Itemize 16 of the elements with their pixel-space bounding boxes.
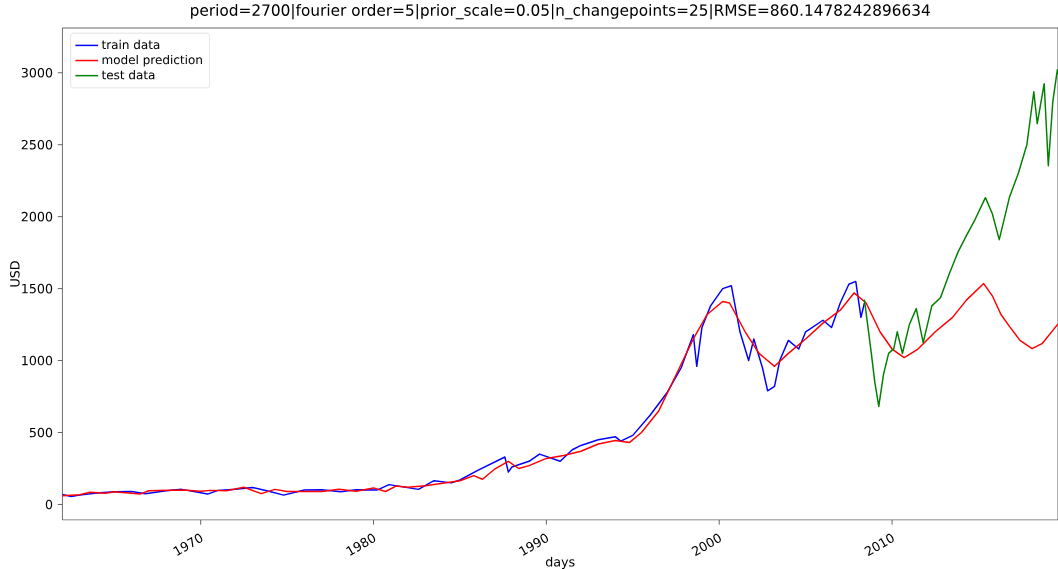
y-tick-label: 2000: [21, 211, 53, 222]
chart-title: period=2700|fourier order=5|prior_scale=0.05|n_changepoints=25|RMSE=860.1478242896634: [191, 3, 930, 20]
line-series: [62, 282, 1058, 497]
y-tick-label: 3000: [21, 67, 53, 78]
line-series: [62, 280, 866, 498]
y-tick-label: 1000: [22, 355, 53, 366]
legend-label: train data: [101, 39, 160, 50]
x-axis-title: days: [545, 556, 575, 569]
y-tick-label: 0: [45, 499, 53, 510]
y-tick-label: 2500: [21, 139, 53, 150]
line-series: [863, 68, 1058, 408]
y-tick-label: 500: [29, 427, 53, 438]
y-axis-title: USD: [10, 261, 20, 287]
legend-label: model prediction: [102, 54, 202, 67]
legend-label: test data: [101, 70, 155, 80]
y-tick-label: 1500: [22, 283, 53, 294]
